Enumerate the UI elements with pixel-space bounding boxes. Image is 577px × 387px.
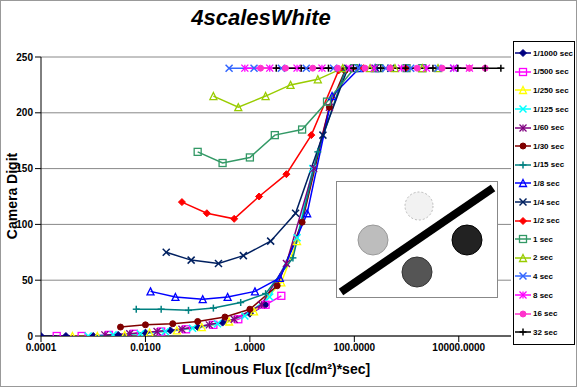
html-text:1/2 sec: 1/2 sec [533, 216, 560, 226]
svg-text:1.0000: 1.0000 [235, 342, 266, 353]
html-text:1/60 sec: 1/60 sec [533, 123, 565, 133]
html-text:1/30 sec: 1/30 sec [533, 141, 565, 151]
html-text:2 sec: 2 sec [533, 253, 553, 263]
svg-text:250: 250 [16, 52, 33, 63]
svg-text:0.0001: 0.0001 [26, 342, 57, 353]
html-text:16 sec: 16 sec [533, 309, 558, 319]
html-text:1/500 sec: 1/500 sec [533, 67, 569, 77]
html-text:1/4 sec: 1/4 sec [533, 197, 560, 207]
svg-text:150: 150 [16, 163, 33, 174]
svg-text:200: 200 [16, 107, 33, 118]
html-text:1/1000 sec: 1/1000 sec [533, 48, 573, 58]
svg-text:0: 0 [27, 331, 33, 342]
html-text:Luminous Flux [(cd/m²)*sec]: Luminous Flux [(cd/m²)*sec] [181, 361, 371, 377]
svg-text:10000.0000: 10000.0000 [432, 342, 485, 353]
html-text:1/250 sec: 1/250 sec [533, 86, 569, 95]
svg-text:50: 50 [22, 275, 34, 286]
svg-text:0.0100: 0.0100 [130, 342, 161, 353]
svg-text:100.0000: 100.0000 [333, 342, 375, 353]
html-text:4scalesWhite: 4scalesWhite [191, 5, 331, 30]
html-text:32 sec: 32 sec [533, 327, 558, 337]
svg-text:100: 100 [16, 219, 33, 230]
html-text:1 sec: 1 sec [533, 234, 553, 244]
html-text:1/8 sec: 1/8 sec [533, 179, 560, 188]
html-text:Camera Digit: Camera Digit [4, 152, 20, 240]
html-text:8 sec: 8 sec [533, 290, 553, 300]
html-text:4 sec: 4 sec [533, 271, 553, 281]
html-text:1/15 sec: 1/15 sec [533, 160, 565, 170]
html-text:1/125 sec: 1/125 sec [533, 104, 569, 114]
